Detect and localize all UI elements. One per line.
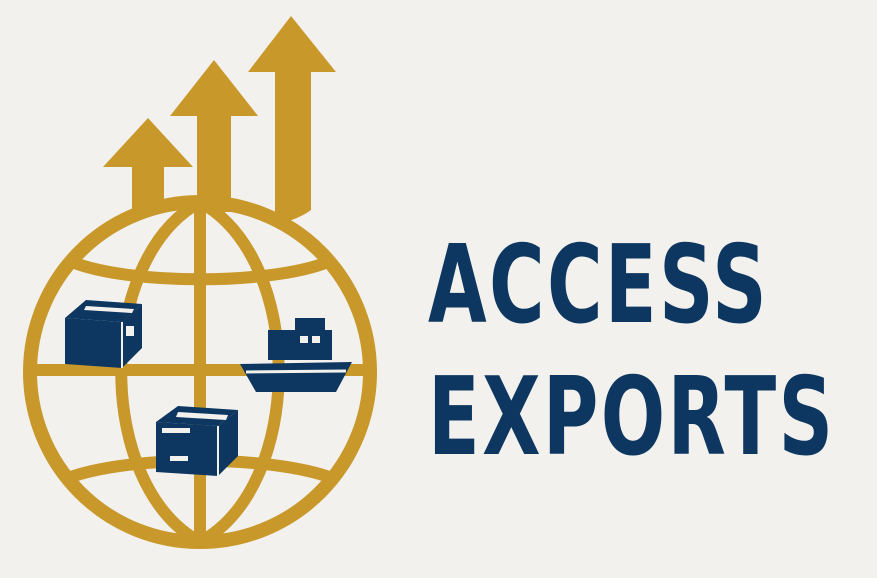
growth-arrows-icon	[103, 16, 336, 224]
package-box-icon	[65, 300, 142, 368]
brand-line-1: ACCESS	[428, 223, 770, 348]
brand-line-2: EXPORTS	[428, 355, 836, 480]
shipping-box-icon	[156, 406, 238, 476]
cargo-ship-icon	[240, 318, 352, 392]
wordmark: ACCESS EXPORTS	[428, 230, 868, 490]
